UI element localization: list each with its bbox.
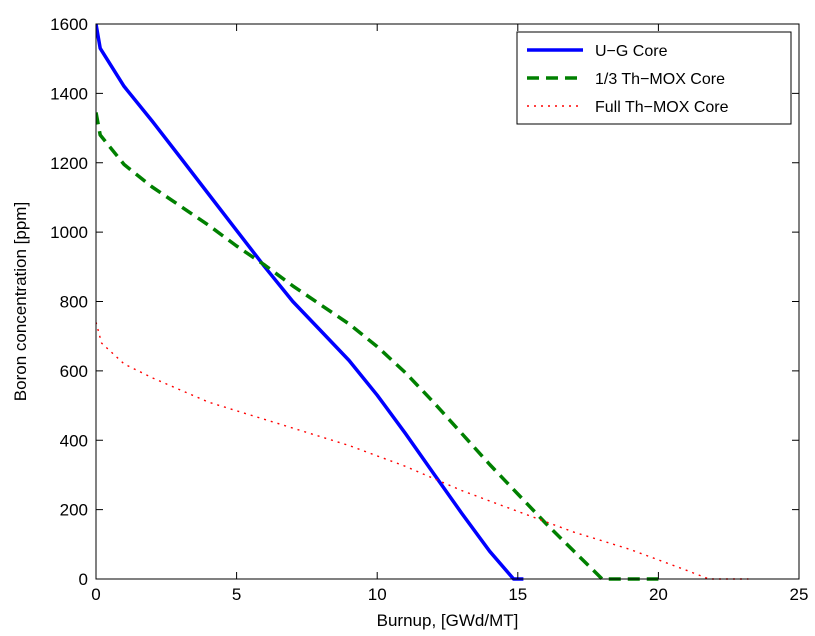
ticks-layer: 0 5 10 15 20 25 0 200 400 600 800 1000 1200 1400 1600 bbox=[50, 15, 808, 604]
legend-box bbox=[516, 31, 792, 125]
y-tick-label: 1200 bbox=[50, 154, 88, 173]
x-tick-label: 5 bbox=[232, 585, 241, 604]
legend-label: U−G Core bbox=[595, 43, 668, 60]
y-tick-label: 200 bbox=[60, 501, 88, 520]
legend-label: Full Th−MOX Core bbox=[595, 99, 729, 116]
x-tick-label: 15 bbox=[508, 585, 527, 604]
x-axis-label: Burnup, [GWd/MT] bbox=[377, 611, 519, 630]
legend: U−G Core 1/3 Th−MOX Core Full Th−MOX Core bbox=[516, 31, 792, 125]
y-tick-label: 1600 bbox=[50, 15, 88, 34]
series-layer bbox=[96, 23, 749, 581]
y-tick-label: 1400 bbox=[50, 84, 88, 103]
legend-label: 1/3 Th−MOX Core bbox=[595, 71, 725, 88]
x-tick-label: 20 bbox=[649, 585, 668, 604]
x-tick-label: 25 bbox=[790, 585, 809, 604]
y-axis-label: Boron concentration [ppm] bbox=[11, 202, 30, 401]
y-tick-label: 0 bbox=[79, 570, 88, 589]
y-tick-label: 800 bbox=[60, 293, 88, 312]
y-tick-label: 400 bbox=[60, 431, 88, 450]
x-tick-label: 10 bbox=[368, 585, 387, 604]
y-tick-label: 600 bbox=[60, 362, 88, 381]
series-line-1 bbox=[96, 23, 524, 581]
y-tick-label: 1000 bbox=[50, 223, 88, 242]
series-line-3 bbox=[96, 322, 749, 580]
series-line-2 bbox=[96, 112, 659, 581]
x-tick-label: 0 bbox=[91, 585, 100, 604]
